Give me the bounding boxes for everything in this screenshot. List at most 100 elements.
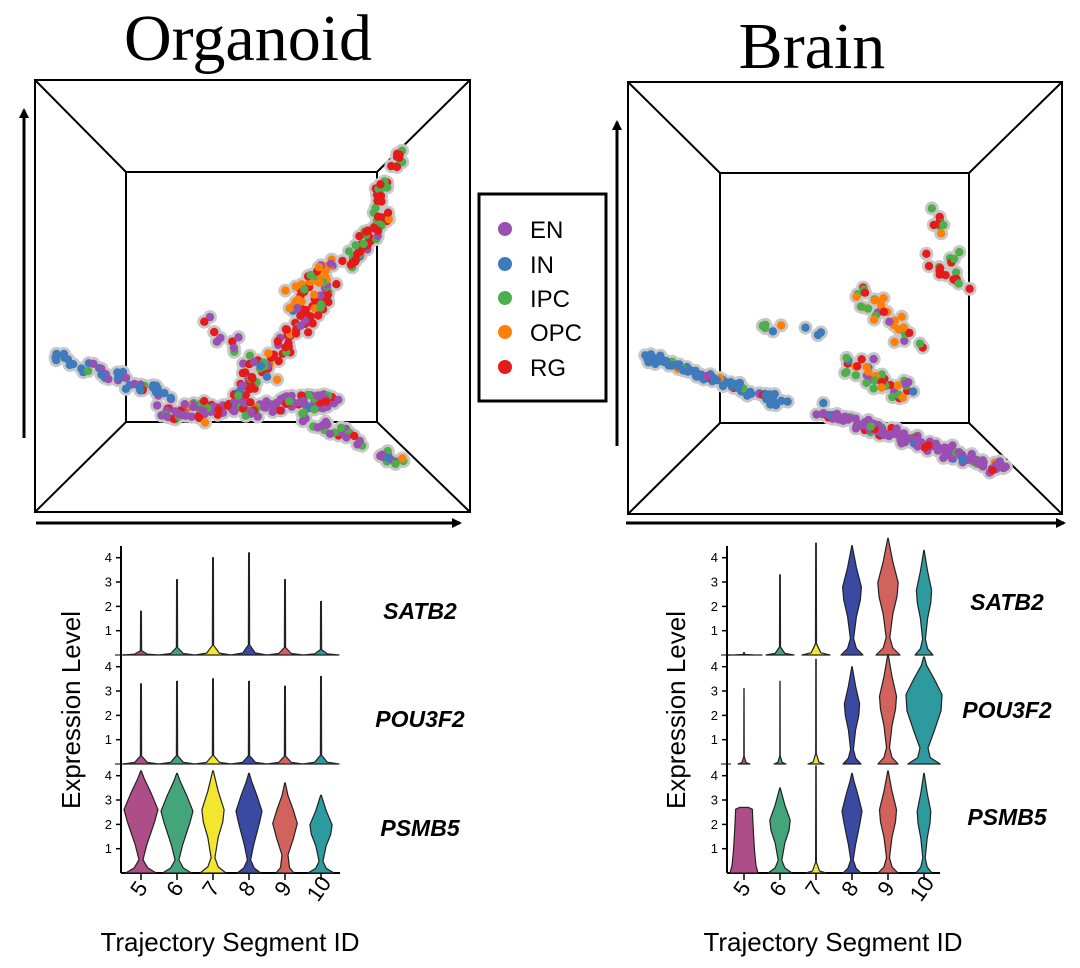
organoid-point-ipc <box>245 351 255 360</box>
brain-point-in <box>746 387 755 397</box>
brain-point-opc <box>899 323 908 332</box>
organoid-point-rg <box>350 431 359 441</box>
brain-y-ticks: 1 2 3 4 1 2 3 4 1 2 3 4 <box>711 550 731 856</box>
organoid-scatter <box>48 143 411 471</box>
brain-point-opc <box>898 393 907 402</box>
organoid-y-tick-label: 3 <box>105 793 112 808</box>
organoid-x-tick-label: 10 <box>302 872 337 906</box>
legend-label-rg: RG <box>530 355 566 382</box>
organoid-point-opc <box>200 418 210 427</box>
organoid-point-rg <box>338 256 347 266</box>
brain-point-in <box>641 351 650 360</box>
brain-violins <box>725 537 943 874</box>
organoid-point-rg <box>200 317 209 326</box>
brain-point-ipc <box>869 384 878 393</box>
organoid-point-rg <box>194 412 203 421</box>
organoid-violin-satb2-seg-5 <box>122 610 160 656</box>
organoid-gene-label-pou3f2: POU3F2 <box>375 706 465 732</box>
organoid-violin-psmb5-seg-9 <box>272 782 298 874</box>
brain-point-en <box>885 317 894 326</box>
organoid-point-in <box>262 372 272 381</box>
brain-violin-psmb5-seg-6 <box>767 787 793 874</box>
organoid-point-rg <box>200 396 209 406</box>
organoid-point-rg <box>376 180 385 189</box>
organoid-point-rg <box>223 401 232 410</box>
organoid-point-rg <box>355 232 364 241</box>
organoid-point-ipc <box>383 183 392 192</box>
brain-gene-label-satb2: SATB2 <box>970 589 1044 615</box>
organoid-point-en <box>216 333 225 343</box>
organoid-point-rg <box>383 208 393 217</box>
organoid-point-in <box>151 381 161 390</box>
legend-label-en: EN <box>530 217 563 244</box>
organoid-point-ipc <box>316 300 326 309</box>
brain-violin-satb2-seg-7 <box>801 542 831 656</box>
brain-point-ipc <box>939 220 948 230</box>
brain-point-en <box>819 409 828 418</box>
brain-point-in <box>712 375 721 385</box>
organoid-y-tick-label: 1 <box>105 623 112 638</box>
organoid-x-tick-label: 5 <box>125 877 153 901</box>
brain-point-in <box>819 398 828 408</box>
organoid-violin-psmb5-seg-10 <box>307 794 335 874</box>
brain-point-opc <box>869 315 879 324</box>
brain-point-en <box>831 411 840 421</box>
brain-violin-psmb5-seg-5 <box>729 806 759 874</box>
brain-point-ipc <box>866 422 875 431</box>
organoid-point-rg <box>373 212 383 221</box>
brain-point-in <box>813 330 823 340</box>
organoid-violin-satb2-seg-7 <box>194 557 232 656</box>
organoid-point-en <box>296 321 305 330</box>
organoid-point-en <box>180 400 189 409</box>
organoid-point-en <box>152 401 162 410</box>
brain-point-ipc <box>862 378 871 388</box>
organoid-violin-satb2-seg-9 <box>266 579 304 656</box>
brain-x-tick-label: 9 <box>872 877 900 901</box>
organoid-x-tick-label: 7 <box>197 877 225 901</box>
brain-point-ipc <box>955 247 964 257</box>
organoid-y-tick-label: 4 <box>105 768 112 783</box>
organoid-point-rg <box>247 373 256 382</box>
brain-x-tick-label: 10 <box>905 872 940 906</box>
organoid-y-tick-label: 4 <box>105 659 112 674</box>
organoid-point-rg <box>281 343 290 352</box>
organoid-point-ipc <box>344 247 354 256</box>
brain-point-rg <box>853 362 862 371</box>
organoid-point-en <box>199 406 208 416</box>
brain-point-rg <box>860 288 870 297</box>
organoid-point-en <box>261 403 270 412</box>
brain-violin-pou3f2-seg-5 <box>737 688 751 765</box>
organoid-violin-pou3f2-seg-8 <box>230 680 268 765</box>
organoid-violin-pou3f2-seg-6 <box>158 680 196 765</box>
brain-violin-satb2-seg-10 <box>914 549 934 656</box>
brain-point-in <box>761 391 770 400</box>
brain-point-ipc <box>927 204 936 213</box>
organoid-point-en <box>313 423 322 432</box>
organoid-point-opc <box>272 375 282 384</box>
organoid-point-ipc <box>337 423 346 432</box>
organoid-point-rg <box>353 249 362 258</box>
brain-point-en <box>899 429 909 438</box>
organoid-point-ipc <box>300 285 309 294</box>
brain-point-en <box>812 410 821 419</box>
organoid-point-en <box>323 420 332 429</box>
brain-point-opc <box>893 381 903 390</box>
organoid-point-en <box>234 333 243 342</box>
brain-y-tick-label: 2 <box>711 599 718 614</box>
brain-y-tick-label: 2 <box>711 817 718 832</box>
brain-point-opc <box>897 312 906 321</box>
legend-marker-rg <box>498 360 512 374</box>
organoid-point-in <box>121 384 131 393</box>
organoid-point-opc <box>285 304 294 313</box>
organoid-point-en <box>104 374 113 384</box>
organoid-point-ipc <box>310 405 319 414</box>
organoid-y-tick-label: 3 <box>105 575 112 590</box>
organoid-point-en <box>326 259 335 268</box>
organoid-x-tick-label: 8 <box>233 877 261 901</box>
brain-point-en <box>934 445 944 455</box>
brain-point-en <box>939 453 948 463</box>
brain-point-en <box>858 420 867 430</box>
organoid-point-rg <box>245 385 254 394</box>
brain-point-en <box>897 439 906 448</box>
